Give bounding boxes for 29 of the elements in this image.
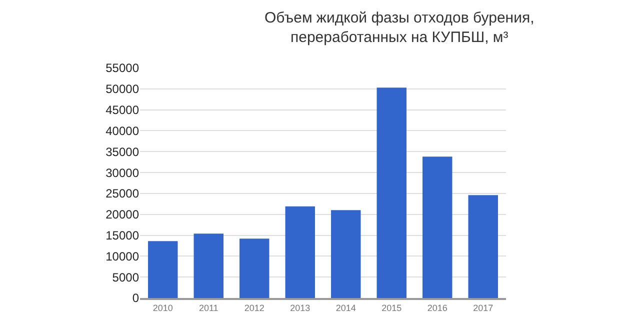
x-tick-label: 2011	[198, 302, 218, 313]
bar	[468, 195, 498, 298]
x-tick-label: 2012	[244, 302, 264, 313]
x-tick-label: 2017	[473, 302, 494, 313]
y-tick-label: 20000	[106, 208, 140, 222]
bar	[194, 234, 224, 298]
y-tick-label: 35000	[106, 144, 140, 159]
x-tick-label: 2014	[336, 302, 356, 313]
y-tick-label: 40000	[106, 124, 140, 138]
y-tick-label: 55000	[106, 61, 140, 76]
chart-title: Объем жидкой фазы отходов бурения, переработанных на КУПБШ, м³	[264, 9, 534, 46]
bar	[285, 206, 315, 298]
y-tick-label: 25000	[106, 186, 140, 201]
y-tick-label: 0	[132, 291, 140, 306]
x-tick-label: 2013	[290, 302, 310, 313]
x-tick-label: 2016	[427, 302, 448, 313]
x-tick-label: 2015	[382, 302, 402, 313]
bar	[422, 156, 452, 298]
y-tick-label: 5000	[112, 270, 140, 284]
bar	[148, 241, 178, 298]
y-tick-label: 45000	[106, 103, 140, 118]
y-tick-label: 50000	[106, 82, 140, 96]
y-tick-label: 10000	[106, 249, 140, 264]
y-tick-label: 30000	[106, 166, 140, 180]
bar	[240, 238, 270, 298]
bar	[376, 88, 406, 298]
y-tick-label: 15000	[106, 228, 140, 242]
bar	[331, 210, 361, 298]
x-tick-label: 2010	[152, 302, 173, 313]
